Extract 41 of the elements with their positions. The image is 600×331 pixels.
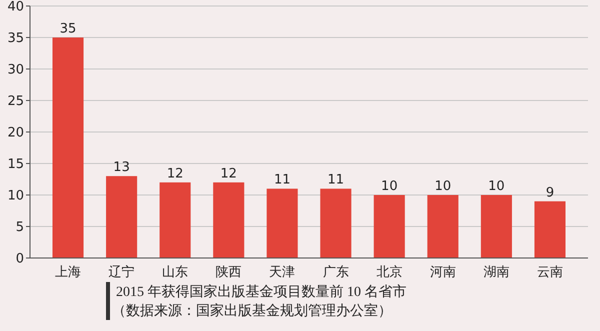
data-label: 10: [434, 179, 452, 194]
x-tick-label: 云南: [536, 265, 563, 280]
x-tick-label: 天津: [269, 265, 296, 280]
data-label: 13: [113, 160, 130, 176]
bar: [266, 188, 298, 258]
data-label: 12: [220, 166, 237, 182]
x-tick-label: 辽宁: [108, 264, 135, 280]
x-tick-label: 山东: [162, 265, 188, 280]
bar: [534, 201, 566, 258]
y-tick-label: 35: [7, 31, 24, 46]
y-tick-label: 5: [16, 220, 24, 236]
bar: [427, 195, 458, 258]
data-label: 10: [488, 179, 505, 194]
bar: [374, 195, 405, 258]
y-tick-label: 0: [16, 252, 24, 267]
text: 2015 年获得国家出版基金项目数量前 10 名省市: [116, 284, 406, 300]
y-tick-label: 10: [7, 188, 24, 204]
y-tick-label: 20: [7, 126, 24, 141]
bar: [320, 188, 352, 258]
data-label: 12: [166, 166, 184, 182]
x-tick-label: 上海: [55, 265, 82, 280]
data-label: 11: [274, 172, 290, 188]
x-tick-label: 湖南: [483, 265, 510, 280]
y-tick-label: 15: [7, 157, 24, 172]
bar: [480, 195, 512, 258]
y-tick-label: 25: [7, 94, 24, 110]
bar: [52, 38, 84, 258]
x-tick-label: 河南: [430, 265, 456, 280]
data-label: 35: [60, 22, 76, 36]
x-tick-label: 广东: [322, 265, 349, 280]
x-tick-label: 陕西: [216, 265, 242, 280]
text: （数据来源：国家出版基金规划管理办公室）: [112, 303, 392, 319]
y-tick-label: 30: [7, 62, 24, 78]
x-tick-label: 北京: [376, 265, 402, 280]
data-label: 9: [546, 185, 554, 200]
bar: [106, 176, 138, 258]
bar: [213, 182, 244, 258]
y-tick-label: 40: [7, 0, 24, 15]
data-label: 10: [381, 179, 398, 194]
bar: [160, 182, 191, 258]
data-label: 11: [328, 172, 344, 188]
